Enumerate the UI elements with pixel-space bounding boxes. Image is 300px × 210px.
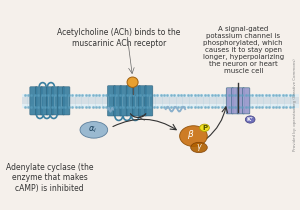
FancyBboxPatch shape [232,88,239,114]
FancyBboxPatch shape [139,86,147,116]
FancyBboxPatch shape [132,86,140,116]
Text: P: P [202,125,207,131]
Text: Provided by: openstax.org (Creative Commons): Provided by: openstax.org (Creative Comm… [293,59,297,151]
FancyBboxPatch shape [120,86,128,116]
Text: K⁺: K⁺ [247,117,254,122]
FancyBboxPatch shape [41,87,48,115]
Text: Acetylcholine (ACh) binds to the
muscarinic ACh receptor: Acetylcholine (ACh) binds to the muscari… [57,28,180,48]
FancyBboxPatch shape [30,87,37,115]
Text: A signal-gated
potassium channel is
phosphorylated, which
causes it to stay open: A signal-gated potassium channel is phos… [203,26,284,74]
FancyBboxPatch shape [226,88,233,114]
Text: $\gamma$: $\gamma$ [196,142,202,153]
FancyBboxPatch shape [46,87,53,115]
Ellipse shape [191,142,207,153]
FancyBboxPatch shape [57,87,64,115]
Text: $\beta$: $\beta$ [187,127,194,140]
Text: Adenylate cyclase (the
enzyme that makes
cAMP) is inhibited: Adenylate cyclase (the enzyme that makes… [6,163,93,193]
Ellipse shape [180,126,207,146]
Ellipse shape [200,124,209,131]
Text: $\alpha_i$: $\alpha_i$ [88,125,97,135]
FancyBboxPatch shape [35,87,43,115]
FancyBboxPatch shape [63,87,70,115]
FancyBboxPatch shape [145,86,153,116]
Bar [22,94,298,97]
Bar [22,105,298,108]
FancyBboxPatch shape [237,88,244,114]
FancyBboxPatch shape [126,86,134,116]
FancyBboxPatch shape [243,88,250,114]
FancyBboxPatch shape [107,86,116,116]
FancyBboxPatch shape [52,87,59,115]
Ellipse shape [80,122,108,138]
Ellipse shape [245,116,255,123]
Ellipse shape [127,77,138,87]
Bar [22,97,298,105]
FancyBboxPatch shape [114,86,122,116]
